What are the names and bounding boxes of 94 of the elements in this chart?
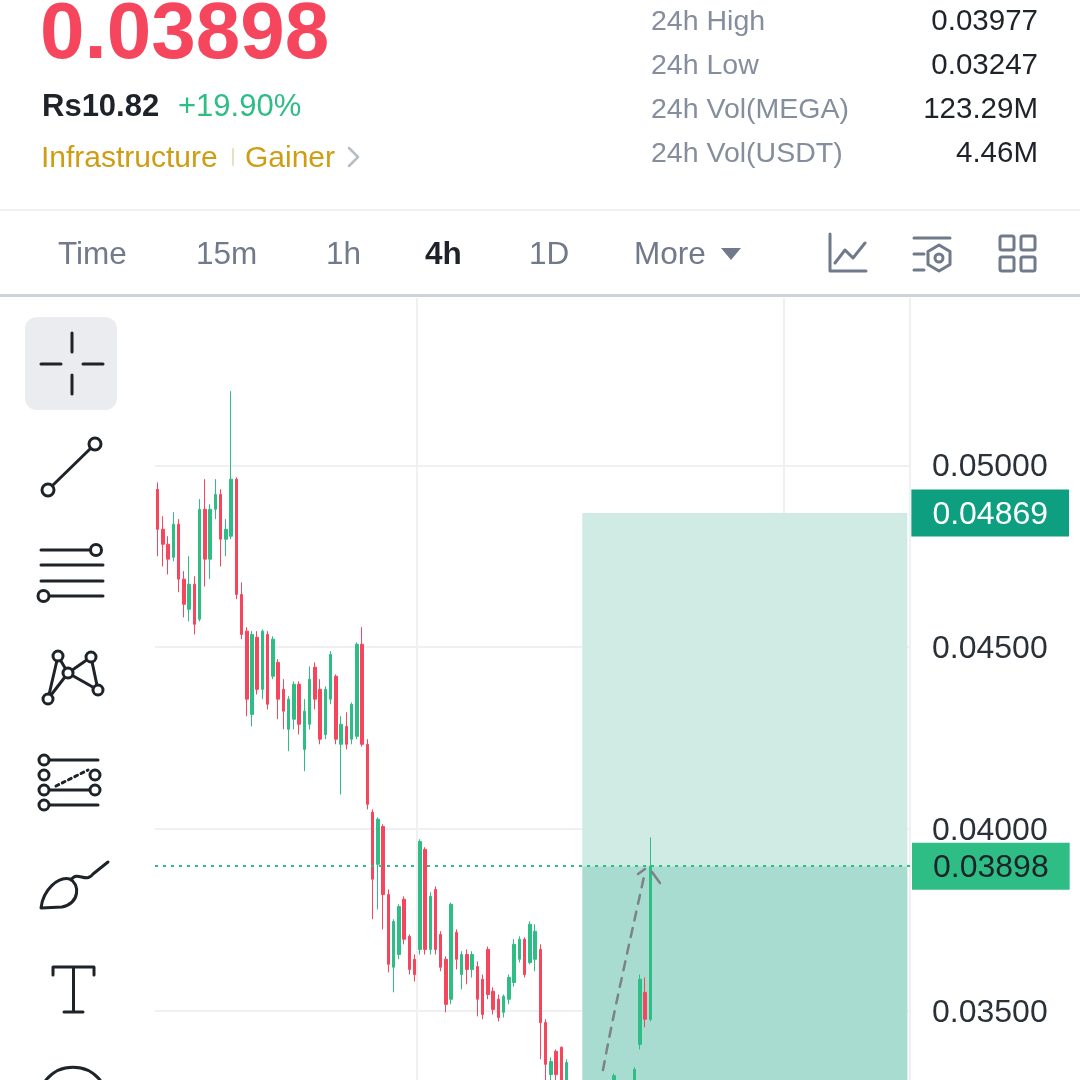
candlestick [261,628,264,700]
candlestick [266,630,269,710]
candlestick [235,476,238,600]
candlestick [392,918,395,993]
candlestick [193,575,196,635]
candlestick [345,711,348,750]
candlestick [408,934,411,976]
candlestick [612,1072,616,1080]
candlestick [397,903,401,960]
candlestick [638,974,642,1050]
candlestick [439,930,442,972]
y-tick-label: 0.04500 [932,629,1048,666]
y-tick-label: 0.03500 [932,992,1048,1029]
candlestick [523,936,526,978]
candlestick [565,1058,568,1080]
candlestick [292,680,296,730]
candlestick [497,994,500,1022]
text: More [634,235,706,272]
text: 123.29M [923,91,1038,125]
candlestick [643,976,647,1028]
candlestick [329,650,332,705]
candlestick [182,570,186,618]
candlestick [449,902,453,1005]
candlestick [276,658,280,720]
candlestick [413,954,416,982]
candlestick [444,955,448,1013]
candlestick [518,935,521,964]
text: Rs10.82 [42,87,160,123]
candlestick [250,630,254,727]
candlestick [339,715,343,795]
candlestick [402,895,406,945]
text: 4.46M [956,135,1038,169]
candlestick [350,701,353,745]
text: 1h [326,235,362,272]
text: 15m [196,235,258,272]
candlestick [455,928,458,970]
candlestick [203,478,207,587]
candlestick [381,823,385,930]
candlestick [303,698,306,772]
candlestick [156,481,159,557]
text: 0.03977 [931,3,1038,37]
candlestick [198,498,201,622]
candlestick [366,738,369,810]
candlestick [423,846,427,956]
candlestick [287,695,290,752]
text: 24h Vol(USDT) [651,135,843,168]
text: 24h Low [651,47,759,80]
candlestick [177,518,180,593]
candlestick [187,555,191,622]
candlestick [481,974,484,1020]
candlestick [554,1048,558,1080]
candlestick [271,635,275,680]
candlestick [539,943,542,1060]
candlestick [544,1018,547,1080]
candlestick [434,886,437,956]
candlestick [245,626,249,717]
band-label: 0.04869 [932,494,1049,531]
text: 0.03898 [40,0,330,75]
y-tick-label: 0.04000 [932,811,1048,848]
candlestick [560,1046,563,1080]
candlestick [240,581,243,640]
candlestick [465,948,469,985]
text: Gainer [245,139,336,173]
candlestick [470,950,474,978]
candlestick [282,678,285,730]
text: 0.03247 [931,47,1038,81]
text: 24h Vol(MEGA) [651,91,849,124]
candlestick [633,1066,636,1080]
candlestick [297,680,301,735]
candlestick [308,665,311,730]
text: 24h High [651,3,766,36]
candlestick [429,891,432,956]
candlestick [371,808,374,920]
candlestick [355,641,359,740]
candlestick [324,685,327,740]
candlestick [172,511,175,562]
candlestick [387,888,390,973]
text: 1D [529,235,570,272]
candlestick [208,503,212,580]
candlestick [476,960,479,1017]
candlestick [255,630,259,695]
candlestick [460,950,463,990]
ref-line-label: 0.03898 [933,848,1049,885]
text: Infrastructure [41,139,218,173]
text: 4h [425,235,462,272]
candlestick [219,488,222,567]
candlestick [334,673,338,745]
text: +19.90% [178,87,302,123]
candlestick [502,994,505,1018]
candlestick [549,1056,553,1080]
text: Time [58,235,127,272]
candlestick [360,626,364,747]
candlestick [214,478,217,520]
y-tick-label: 0.05000 [932,447,1048,484]
